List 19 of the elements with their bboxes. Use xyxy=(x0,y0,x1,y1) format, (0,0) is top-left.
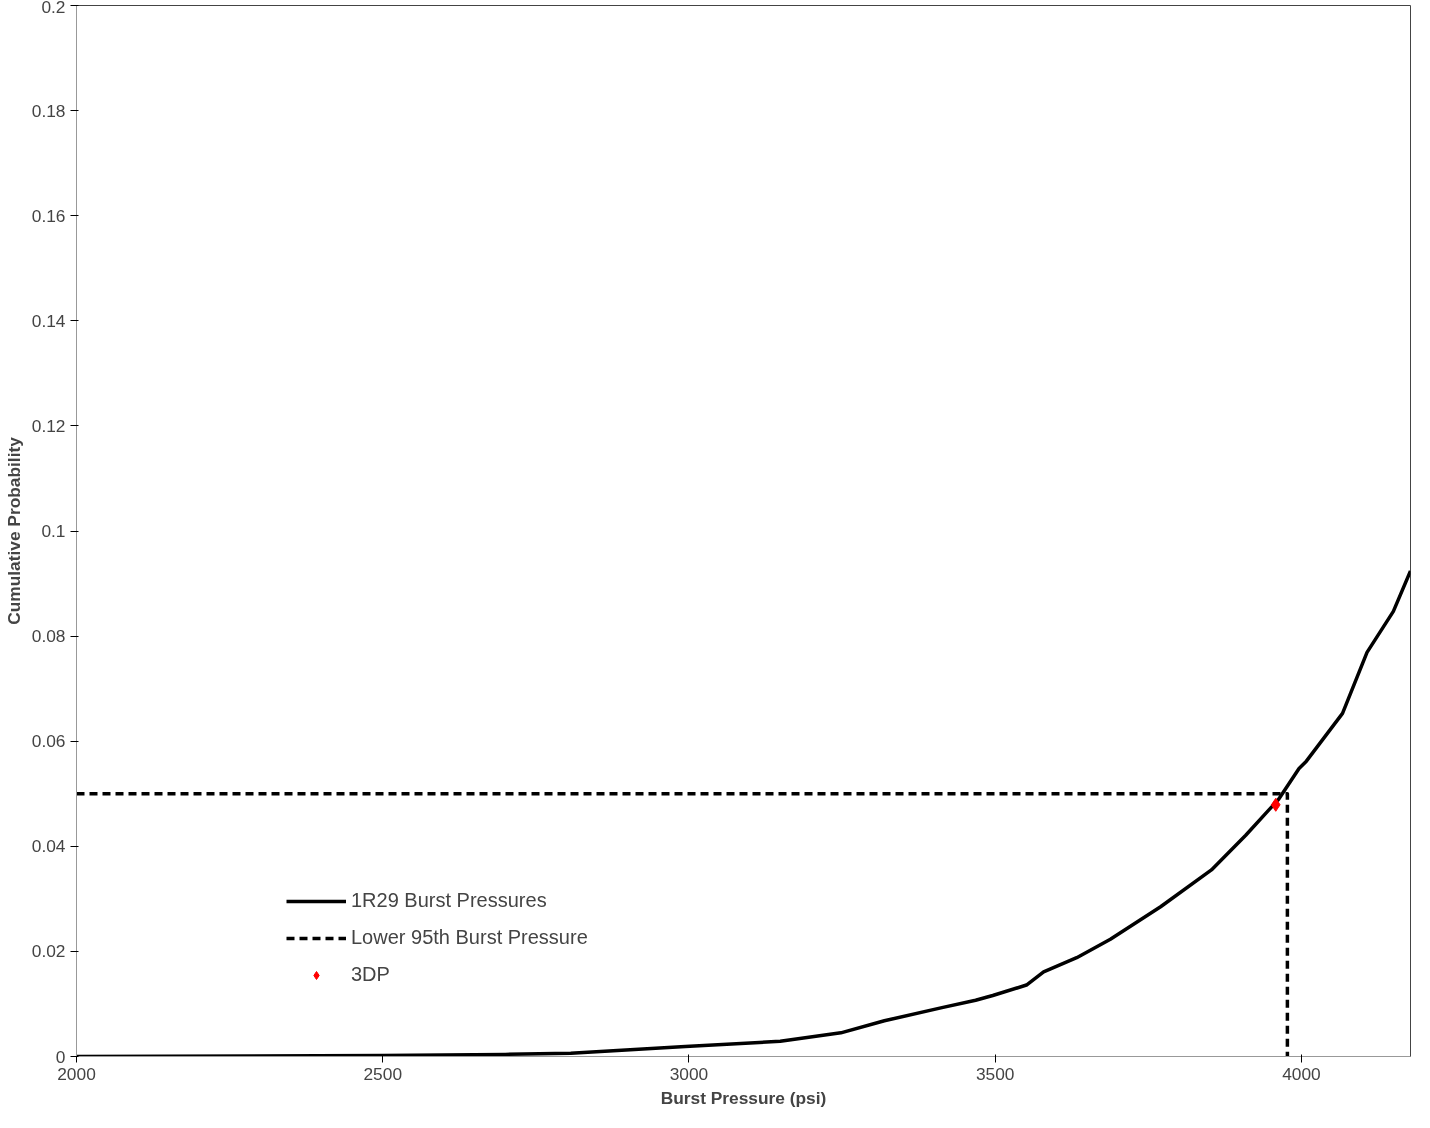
y-tick-label: 0.16 xyxy=(31,205,66,226)
y-axis-title: Cumulative Probability xyxy=(3,436,24,625)
y-tick-label: 0.14 xyxy=(31,310,66,331)
y-tick-label: 0.02 xyxy=(31,941,66,962)
legend-label: Lower 95th Burst Pressure xyxy=(351,926,588,949)
y-tick-label: 0.06 xyxy=(31,731,66,752)
x-tick-label: 2500 xyxy=(363,1063,403,1084)
y-tick-label: 0.04 xyxy=(31,836,66,857)
legend-label: 3DP xyxy=(351,963,390,986)
y-tick-label: 0.12 xyxy=(31,415,66,436)
x-axis-title: Burst Pressure (psi) xyxy=(660,1087,827,1108)
x-tick-label: 4000 xyxy=(1282,1063,1321,1084)
x-tick-label: 3000 xyxy=(669,1063,709,1084)
x-tick-label: 3500 xyxy=(975,1063,1015,1084)
y-tick-label: 0.08 xyxy=(31,626,66,647)
y-tick-label: 0.1 xyxy=(41,521,66,541)
y-tick-label: 0.18 xyxy=(31,100,66,121)
y-tick-label: 0.2 xyxy=(41,0,66,17)
legend-label: 1R29 Burst Pressures xyxy=(351,889,547,912)
